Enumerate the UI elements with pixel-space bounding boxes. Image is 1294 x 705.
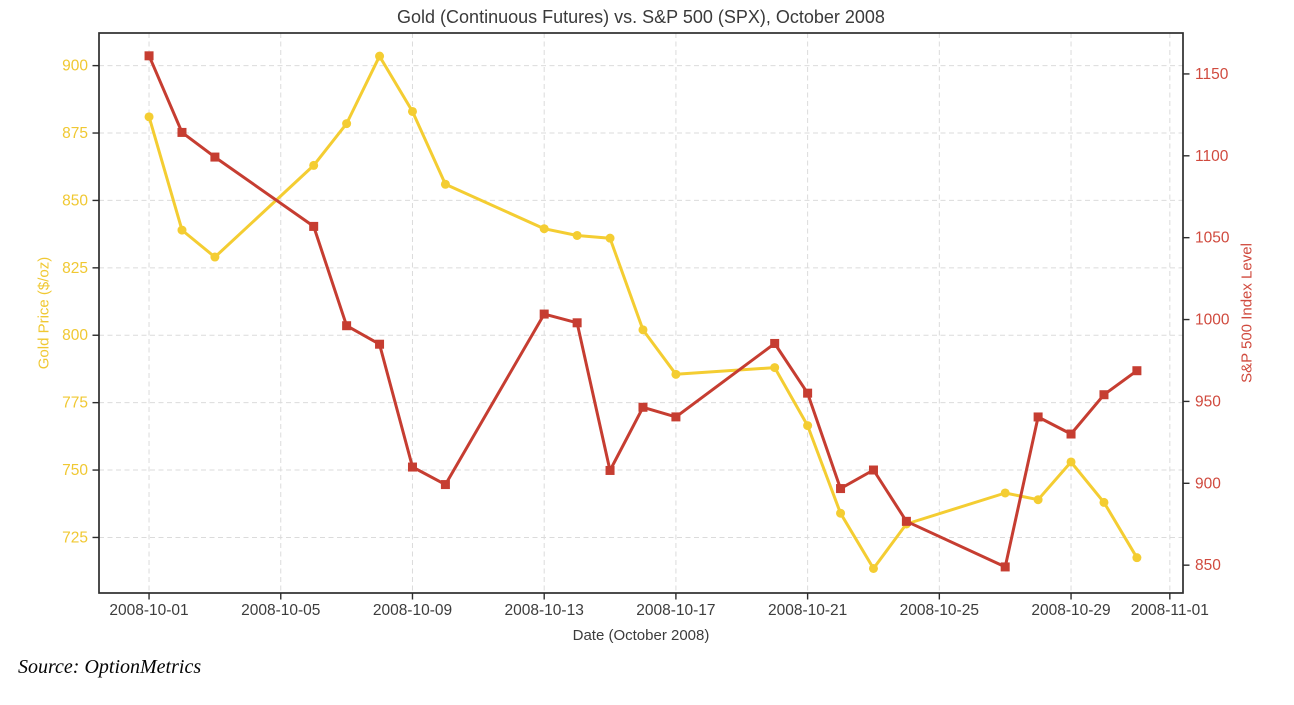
data-point-marker xyxy=(868,465,878,475)
data-point-marker xyxy=(440,179,450,189)
left-y-tick-label: 900 xyxy=(62,58,88,75)
series-gold xyxy=(144,51,1142,573)
data-point-marker xyxy=(407,462,417,472)
series-sp500 xyxy=(144,51,1142,572)
gridlines xyxy=(99,33,1183,593)
data-point-marker xyxy=(177,225,187,235)
x-axis-label: Date (October 2008) xyxy=(572,627,710,644)
x-tick-label: 2008-10-13 xyxy=(505,602,584,619)
right-y-tick-label: 1100 xyxy=(1195,148,1229,165)
axis-ticks xyxy=(92,64,1190,600)
data-point-marker xyxy=(803,421,813,431)
x-tick-label: 2008-10-17 xyxy=(636,602,715,619)
series-line xyxy=(147,54,1139,569)
data-point-marker xyxy=(177,127,187,137)
data-point-marker xyxy=(1099,390,1109,400)
data-point-marker xyxy=(901,516,911,526)
left-y-tick-label: 775 xyxy=(62,395,88,412)
data-point-marker xyxy=(836,508,846,518)
data-point-marker xyxy=(1000,562,1010,572)
data-point-marker xyxy=(836,484,846,494)
data-point-marker xyxy=(638,325,648,335)
x-tick-label: 2008-10-21 xyxy=(768,602,847,619)
data-point-marker xyxy=(309,160,319,170)
data-point-marker xyxy=(342,321,352,331)
data-point-marker xyxy=(1000,488,1010,498)
data-point-marker xyxy=(1033,495,1043,505)
chart-title: Gold (Continuous Futures) vs. S&P 500 (S… xyxy=(397,7,885,27)
data-point-marker xyxy=(309,221,319,231)
right-y-tick-label: 1150 xyxy=(1195,66,1229,83)
data-point-marker xyxy=(572,318,582,328)
x-tick-label: 2008-10-09 xyxy=(373,602,452,619)
plot-border xyxy=(98,32,1184,594)
data-point-marker xyxy=(144,51,154,61)
data-point-marker xyxy=(605,233,615,243)
data-point-marker xyxy=(210,152,220,162)
data-point-marker xyxy=(770,338,780,348)
data-point-marker xyxy=(440,480,450,490)
data-point-marker xyxy=(407,106,417,116)
left-y-tick-label: 850 xyxy=(62,192,88,209)
data-point-marker xyxy=(375,339,385,349)
left-y-tick-label: 725 xyxy=(62,529,88,546)
data-point-marker xyxy=(868,563,878,573)
data-point-marker xyxy=(1066,429,1076,439)
x-tick-label: 2008-10-29 xyxy=(1031,602,1110,619)
x-tick-label: 2008-10-05 xyxy=(241,602,320,619)
data-point-marker xyxy=(803,388,813,398)
data-point-marker xyxy=(210,252,220,262)
right-y-tick-label: 1050 xyxy=(1195,230,1230,247)
left-y-axis-label: Gold Price ($/oz) xyxy=(35,256,53,370)
data-point-marker xyxy=(671,369,681,379)
data-point-marker xyxy=(1099,497,1109,507)
x-tick-label: 2008-10-25 xyxy=(900,602,979,619)
right-y-tick-label: 900 xyxy=(1195,475,1221,492)
data-point-marker xyxy=(671,412,681,422)
left-y-tick-label: 875 xyxy=(62,125,88,142)
data-point-marker xyxy=(605,465,615,475)
right-y-tick-label: 850 xyxy=(1195,557,1221,574)
x-tick-label: 2008-10-01 xyxy=(109,602,188,619)
axis-tick-labels: 2008-10-01 2008-10-05 2008-10-09 2008-10-13… xyxy=(62,58,1230,619)
data-point-marker xyxy=(1066,457,1076,467)
source-caption: Source: OptionMetrics xyxy=(18,656,202,678)
data-point-marker xyxy=(638,402,648,412)
data-point-marker xyxy=(1132,553,1142,563)
data-point-marker xyxy=(572,230,582,240)
right-y-axis-label: S&P 500 Index Level xyxy=(1238,243,1256,383)
left-y-tick-label: 825 xyxy=(62,260,88,277)
data-point-marker xyxy=(770,363,780,373)
data-point-marker xyxy=(539,309,549,319)
data-point-marker xyxy=(539,224,549,234)
right-y-tick-label: 950 xyxy=(1195,393,1221,410)
data-point-marker xyxy=(1033,412,1043,422)
data-point-marker xyxy=(375,51,385,61)
left-y-tick-label: 750 xyxy=(62,462,88,479)
data-point-marker xyxy=(342,119,352,129)
data-point-marker xyxy=(1132,366,1142,376)
data-point-marker xyxy=(144,112,154,122)
left-y-tick-label: 800 xyxy=(62,327,88,344)
x-tick-label: 2008-11-01 xyxy=(1131,602,1209,619)
right-y-tick-label: 1000 xyxy=(1195,312,1230,329)
